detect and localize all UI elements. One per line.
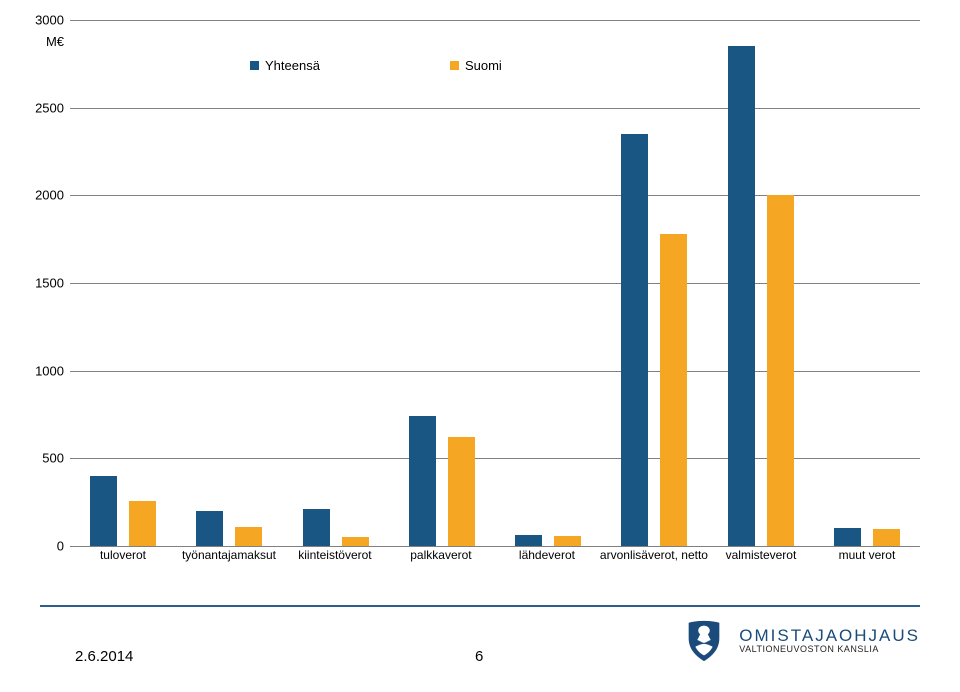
- footer-logo: OMISTAJAOHJAUS VALTIONEUVOSTON KANSLIA: [681, 618, 920, 664]
- y-axis-label: 0: [57, 539, 70, 554]
- legend-label: Yhteensä: [265, 58, 320, 73]
- chart-area: 050010001500200025003000M€ tuloverottyön…: [40, 0, 920, 580]
- bar: [621, 134, 648, 546]
- bar-group: [389, 416, 495, 546]
- gridline: [70, 20, 920, 21]
- y-axis-label: 3000: [35, 13, 70, 28]
- x-axis-label: lähdeverot: [494, 548, 600, 568]
- legend-item: Yhteensä: [250, 58, 320, 73]
- bar: [235, 527, 262, 546]
- bar-group: [495, 535, 601, 546]
- bar: [767, 195, 794, 546]
- footer-date: 2.6.2014: [75, 648, 133, 665]
- bar-group: [283, 509, 389, 546]
- legend-item: Suomi: [450, 58, 502, 73]
- footer-subbrand: VALTIONEUVOSTON KANSLIA: [739, 645, 920, 655]
- bar-group: [70, 476, 176, 546]
- x-axis-labels: tuloverottyönantajamaksutkiinteistöverot…: [70, 548, 920, 568]
- y-axis-label: 2500: [35, 100, 70, 115]
- legend-label: Suomi: [465, 58, 502, 73]
- legend: Yhteensä Suomi: [250, 58, 502, 73]
- x-axis-label: kiinteistöverot: [282, 548, 388, 568]
- x-axis-label: tuloverot: [70, 548, 176, 568]
- page-number: 6: [475, 648, 483, 665]
- y-axis-label: 1500: [35, 276, 70, 291]
- y-axis-label: 2000: [35, 188, 70, 203]
- bar: [90, 476, 117, 546]
- x-axis-baseline: [70, 546, 920, 547]
- bar: [303, 509, 330, 546]
- footer-text: OMISTAJAOHJAUS VALTIONEUVOSTON KANSLIA: [739, 627, 920, 656]
- bar: [515, 535, 542, 546]
- bar: [873, 529, 900, 546]
- bar: [129, 501, 156, 546]
- footer-rule: [40, 605, 920, 607]
- y-axis-label: 500: [42, 451, 70, 466]
- bar-group: [176, 511, 282, 546]
- x-axis-label: valmisteverot: [708, 548, 814, 568]
- bar: [196, 511, 223, 546]
- y-axis-unit: M€: [46, 34, 70, 49]
- bar-group: [708, 46, 814, 546]
- bar: [409, 416, 436, 546]
- y-axis-label: 1000: [35, 363, 70, 378]
- x-axis-label: työnantajamaksut: [176, 548, 282, 568]
- bar: [834, 528, 861, 546]
- bar: [660, 234, 687, 546]
- bar: [342, 537, 369, 546]
- bar-group: [814, 528, 920, 546]
- legend-swatch: [450, 61, 459, 70]
- coat-of-arms-icon: [681, 618, 727, 664]
- legend-swatch: [250, 61, 259, 70]
- footer-brand: OMISTAJAOHJAUS: [739, 627, 920, 646]
- x-axis-label: arvonlisäverot, netto: [600, 548, 708, 568]
- x-axis-label: palkkaverot: [388, 548, 494, 568]
- plot-area: 050010001500200025003000M€: [70, 20, 920, 546]
- x-axis-label: muut verot: [814, 548, 920, 568]
- bar: [728, 46, 755, 546]
- bar: [554, 536, 581, 546]
- bar: [448, 437, 475, 546]
- bar-group: [601, 134, 707, 546]
